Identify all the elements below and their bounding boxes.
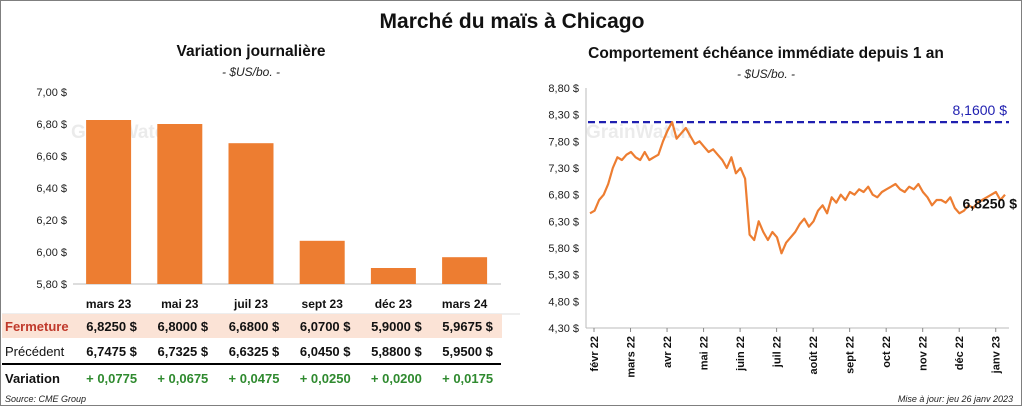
last-price-label: 6,8250 $ bbox=[963, 196, 1018, 212]
y-tick-label: 8,80 $ bbox=[548, 83, 579, 95]
fermeture-cell: 6,6800 $ bbox=[229, 319, 280, 334]
x-tick-label: mai 22 bbox=[699, 336, 711, 370]
variation-cell: + 0,0475 bbox=[229, 371, 280, 386]
variation-cell: + 0,0175 bbox=[442, 371, 493, 386]
y-tick-label: 6,30 $ bbox=[548, 216, 579, 228]
variation-label: Variation bbox=[5, 371, 60, 386]
right-chart-title: Comportement échéance immédiate depuis 1… bbox=[588, 45, 944, 62]
x-tick-label: mars 23 bbox=[86, 297, 132, 311]
fermeture-cell: 6,8250 $ bbox=[86, 319, 137, 334]
y-tick-label: 5,80 $ bbox=[36, 279, 67, 291]
precedent-cell: 6,0450 $ bbox=[300, 344, 351, 359]
price-line bbox=[589, 120, 1006, 255]
variation-cell: + 0,0200 bbox=[371, 371, 422, 386]
y-tick-label: 7,30 $ bbox=[548, 163, 579, 175]
x-tick-label: sept 23 bbox=[302, 297, 344, 311]
bar-chart: Fermeture Précédent Variation GrainWatch… bbox=[2, 87, 520, 386]
source-note: Source: CME Group bbox=[5, 394, 87, 404]
x-tick-label: déc 22 bbox=[954, 336, 966, 370]
y-tick-label: 6,40 $ bbox=[36, 183, 67, 195]
fermeture-cell: 5,9000 $ bbox=[371, 319, 422, 334]
fermeture-label: Fermeture bbox=[5, 319, 69, 334]
x-tick-label: juil 22 bbox=[772, 336, 784, 368]
y-tick-label: 5,30 $ bbox=[548, 270, 579, 282]
variation-cell: + 0,0775 bbox=[86, 371, 137, 386]
x-tick-label: févr 22 bbox=[589, 336, 601, 371]
precedent-label: Précédent bbox=[5, 344, 65, 359]
bar bbox=[442, 257, 488, 284]
y-tick-label: 7,00 $ bbox=[36, 87, 67, 99]
left-chart-unit: - $US/bo. - bbox=[221, 65, 281, 79]
y-tick-label: 6,00 $ bbox=[36, 247, 67, 259]
x-tick-label: sept 22 bbox=[845, 336, 857, 374]
fermeture-cell: 5,9675 $ bbox=[442, 319, 493, 334]
bar bbox=[86, 120, 132, 284]
x-tick-label: mars 24 bbox=[442, 297, 488, 311]
precedent-cell: 5,9500 $ bbox=[442, 344, 493, 359]
fermeture-cell: 6,8000 $ bbox=[157, 319, 208, 334]
x-tick-label: juin 22 bbox=[735, 336, 747, 372]
x-tick-label: avr 22 bbox=[662, 336, 674, 368]
y-tick-label: 8,30 $ bbox=[548, 110, 579, 122]
precedent-cell: 6,7325 $ bbox=[157, 344, 208, 359]
x-tick-label: déc 23 bbox=[375, 297, 413, 311]
y-tick-label: 6,80 $ bbox=[36, 119, 67, 131]
page-title: Marché du maïs à Chicago bbox=[379, 10, 645, 33]
bar bbox=[228, 143, 274, 284]
x-tick-label: janv 23 bbox=[991, 336, 1003, 374]
y-tick-label: 7,80 $ bbox=[548, 136, 579, 148]
x-tick-label: mars 22 bbox=[626, 336, 638, 378]
x-tick-label: nov 22 bbox=[918, 336, 930, 371]
right-chart-unit: - $US/bo. - bbox=[736, 67, 796, 81]
y-tick-label: 5,80 $ bbox=[548, 243, 579, 255]
precedent-cell: 6,7475 $ bbox=[86, 344, 137, 359]
precedent-cell: 5,8800 $ bbox=[371, 344, 422, 359]
y-tick-label: 6,60 $ bbox=[36, 151, 67, 163]
y-tick-label: 6,80 $ bbox=[548, 190, 579, 202]
precedent-cell: 6,6325 $ bbox=[229, 344, 280, 359]
variation-cell: + 0,0675 bbox=[157, 371, 208, 386]
y-tick-label: 4,80 $ bbox=[548, 296, 579, 308]
x-tick-label: août 22 bbox=[808, 336, 820, 375]
fermeture-cell: 6,0700 $ bbox=[300, 319, 351, 334]
y-tick-label: 4,30 $ bbox=[548, 323, 579, 335]
left-chart-title: Variation journalière bbox=[176, 43, 326, 60]
variation-cell: + 0,0250 bbox=[300, 371, 351, 386]
max-label: 8,1600 $ bbox=[953, 102, 1008, 118]
x-tick-label: juil 23 bbox=[233, 297, 268, 311]
x-tick-label: oct 22 bbox=[881, 336, 893, 368]
bar bbox=[299, 240, 345, 284]
y-tick-label: 6,20 $ bbox=[36, 215, 67, 227]
fermeture-row-bg bbox=[2, 314, 502, 338]
x-tick-label: mai 23 bbox=[161, 297, 199, 311]
bar bbox=[157, 124, 203, 284]
bar bbox=[370, 268, 416, 284]
update-note: Mise à jour: jeu 26 janv 2023 bbox=[897, 394, 1013, 404]
